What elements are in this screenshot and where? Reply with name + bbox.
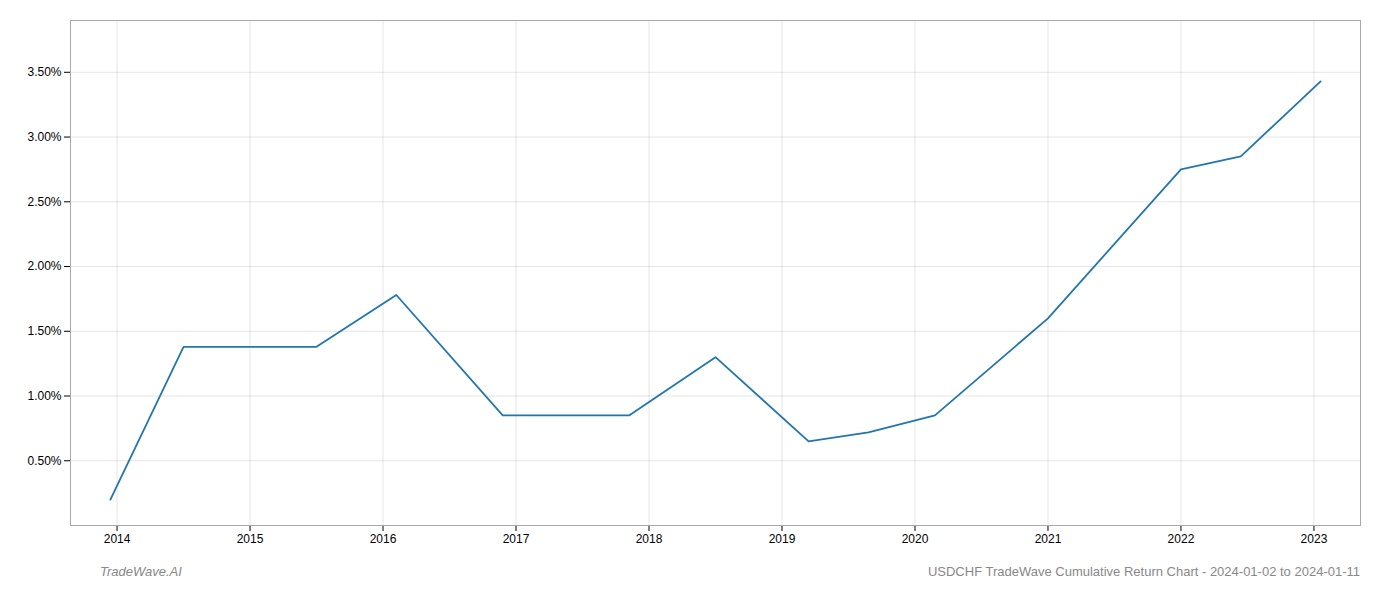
svg-text:2016: 2016 (370, 532, 397, 546)
svg-text:2014: 2014 (104, 532, 131, 546)
svg-text:1.50%: 1.50% (27, 324, 61, 338)
svg-text:2019: 2019 (769, 532, 796, 546)
svg-text:2.00%: 2.00% (27, 259, 61, 273)
svg-text:0.50%: 0.50% (27, 454, 61, 468)
html-text:USDCHF TradeWave Cumulative Re: USDCHF TradeWave Cumulative Return Chart… (927, 564, 1360, 579)
svg-text:2015: 2015 (237, 532, 264, 546)
svg-text:2018: 2018 (636, 532, 663, 546)
html-text:TradeWave.AI: TradeWave.AI (100, 564, 182, 579)
svg-text:3.50%: 3.50% (27, 65, 61, 79)
svg-text:1.00%: 1.00% (27, 389, 61, 403)
svg-text:2023: 2023 (1301, 532, 1328, 546)
svg-text:2021: 2021 (1035, 532, 1062, 546)
svg-text:2020: 2020 (902, 532, 929, 546)
svg-text:2017: 2017 (503, 532, 530, 546)
svg-text:3.00%: 3.00% (27, 130, 61, 144)
svg-text:2.50%: 2.50% (27, 195, 61, 209)
svg-text:2022: 2022 (1168, 532, 1195, 546)
